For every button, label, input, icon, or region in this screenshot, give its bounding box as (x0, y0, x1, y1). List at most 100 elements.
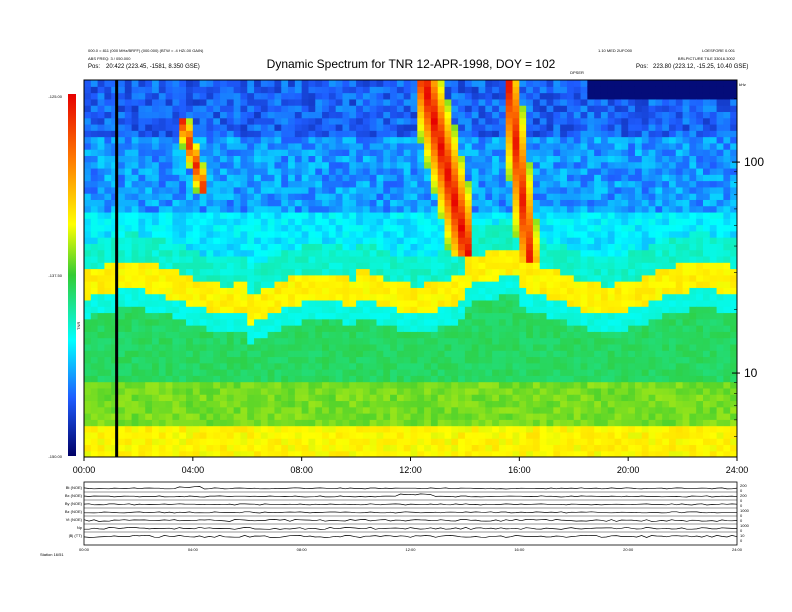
spectrogram-cell (145, 394, 153, 402)
spectrogram-cell (485, 450, 493, 457)
spectrogram-cell (322, 406, 330, 414)
spectrogram-cell (471, 413, 480, 420)
spectrogram-cell (328, 105, 337, 113)
spectrogram-cell (376, 444, 384, 452)
spectrogram-cell (84, 80, 92, 87)
spectrogram-cell (165, 299, 174, 307)
spectrogram-cell (560, 337, 568, 345)
spectrogram-cell (573, 369, 582, 376)
spectrogram-cell (267, 387, 276, 395)
spectrogram-cell (471, 237, 480, 244)
spectrogram-cell (376, 161, 384, 169)
spectrogram-cell (607, 268, 616, 276)
spectrogram-cell (186, 180, 194, 188)
spectrogram-cell (199, 186, 208, 194)
spectrogram-cell (267, 230, 276, 238)
spectrogram-cell (600, 425, 609, 433)
spectrogram-cell (505, 331, 514, 339)
spectrogram-cell (607, 281, 616, 288)
spectrogram-cell (430, 381, 439, 389)
spectrogram-cell (396, 92, 405, 100)
spectrogram-cell (240, 274, 248, 282)
spectrogram-cell (464, 98, 473, 106)
spectrogram-cell (505, 111, 514, 119)
spectrogram-cell (600, 186, 609, 194)
spectrogram-cell (614, 356, 622, 364)
spectrogram-cell (220, 293, 228, 301)
spectrogram-cell (356, 230, 364, 238)
spectrogram-cell (356, 199, 364, 207)
spectrogram-cell (308, 400, 316, 408)
spectrogram-cell (369, 186, 378, 194)
spectrogram-cell (478, 293, 486, 301)
spectrogram-cell (90, 419, 99, 427)
spectrogram-cell (111, 450, 119, 457)
spectrogram-cell (267, 331, 276, 339)
spectrogram-cell (356, 249, 364, 257)
spectrogram-cell (396, 180, 405, 188)
spectrogram-cell (172, 249, 180, 257)
spectrogram-cell (566, 387, 575, 395)
spectrogram-cell (519, 92, 527, 100)
spectrogram-cell (90, 306, 99, 314)
spectrogram-cell (97, 142, 105, 150)
spectrogram-cell (90, 425, 99, 433)
spectrogram-cell (322, 356, 330, 364)
spectrogram-cell (383, 287, 391, 295)
spectrogram-cell (410, 274, 418, 282)
spectrogram-cell (220, 381, 228, 389)
spectrogram-cell (254, 161, 262, 169)
spectrogram-cell (172, 343, 180, 351)
spectrogram-cell (199, 92, 208, 100)
spectrogram-cell (356, 98, 364, 106)
spectrogram-cell (240, 237, 248, 244)
spectrogram-cell (403, 98, 412, 106)
spectrogram-cell (199, 224, 208, 232)
spectrogram-cell (478, 431, 486, 439)
spectrogram-cell (84, 343, 92, 351)
spectrogram-cell (240, 98, 248, 106)
spectrogram-cell (111, 369, 119, 376)
spectrogram-cell (505, 123, 514, 131)
spectrogram-cell (165, 312, 174, 320)
spectrogram-cell (240, 161, 248, 169)
spectrogram-cell (145, 274, 153, 282)
spectrogram-cell (437, 237, 446, 244)
spectrogram-cell (478, 142, 486, 150)
spectrogram-cell (220, 331, 228, 339)
spectrogram-cell (172, 186, 180, 194)
spectrogram-cell (315, 419, 323, 427)
spectrogram-cell (240, 337, 248, 345)
spectrogram-cell (641, 80, 650, 87)
spectrogram-cell (308, 123, 316, 131)
spectrogram-cell (349, 92, 357, 100)
spectrogram-cell (260, 325, 269, 332)
spectrogram-cell (179, 224, 187, 232)
spectrogram-cell (308, 249, 316, 257)
spectrogram-cell (621, 450, 629, 457)
spectrogram-cell (254, 343, 262, 351)
spectrogram-cell (97, 406, 105, 414)
spectrogram-cell (396, 105, 405, 113)
spectrogram-cell (383, 255, 391, 263)
spectrogram-cell (288, 318, 296, 326)
spectrogram-cell (179, 92, 187, 100)
spectrogram-cell (430, 86, 439, 94)
spectrogram-cell (424, 394, 432, 402)
spectrogram-cell (274, 419, 282, 427)
spectrogram-cell (580, 98, 588, 106)
spectrogram-cell (607, 444, 616, 452)
spectrogram-cell (607, 218, 616, 226)
spectrogram-cell (315, 130, 323, 138)
spectrogram-cell (417, 92, 425, 100)
spectrogram-cell (478, 425, 486, 433)
spectrogram-cell (621, 199, 629, 207)
spectrogram-cell (396, 230, 405, 238)
spectrogram-cell (451, 205, 459, 213)
spectrogram-cell (233, 255, 242, 263)
spectrogram-cell (641, 193, 650, 200)
spectrogram-cell (464, 406, 473, 414)
spectrogram-cell (376, 375, 384, 383)
spectrogram-cell (220, 180, 228, 188)
spectrogram-cell (628, 186, 636, 194)
